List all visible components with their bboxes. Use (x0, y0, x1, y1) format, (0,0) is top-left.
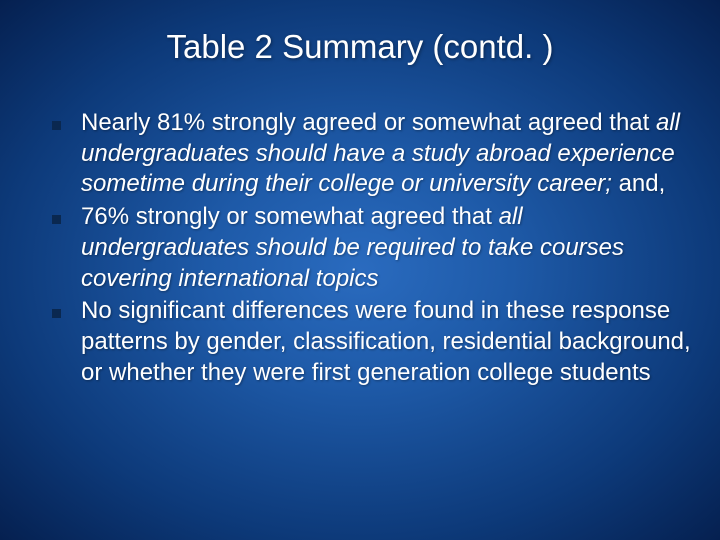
list-item: 76% strongly or somewhat agreed that all… (52, 202, 692, 294)
bullet-icon (52, 309, 61, 318)
bullet-text: No significant differences were found in… (81, 296, 692, 388)
list-item: Nearly 81% strongly agreed or somewhat a… (52, 108, 692, 200)
list-item: No significant differences were found in… (52, 296, 692, 388)
bullet-icon (52, 215, 61, 224)
bullet-text: 76% strongly or somewhat agreed that all… (81, 202, 692, 294)
bullet-text: Nearly 81% strongly agreed or somewhat a… (81, 108, 692, 200)
bullet-icon (52, 121, 61, 130)
slide-title: Table 2 Summary (contd. ) (24, 28, 696, 66)
bullet-list: Nearly 81% strongly agreed or somewhat a… (24, 108, 696, 388)
